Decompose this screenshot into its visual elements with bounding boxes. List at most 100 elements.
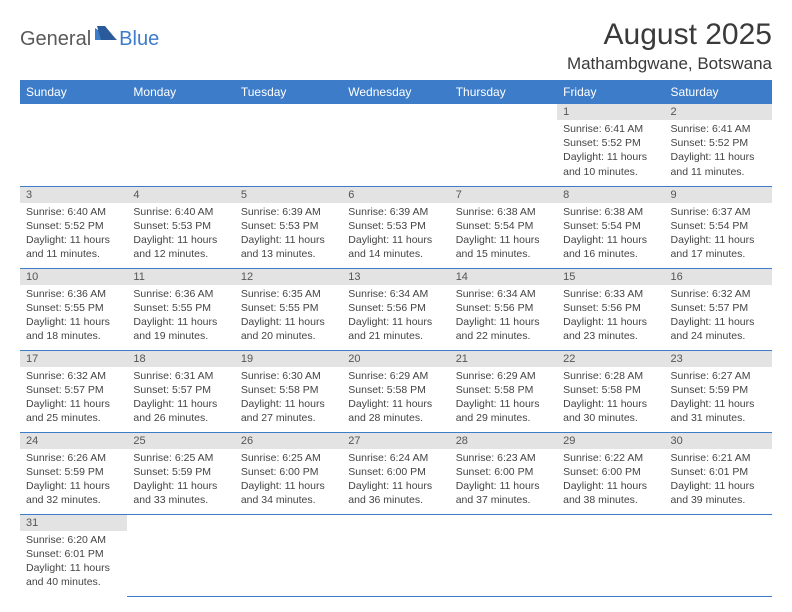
- sunrise-text: Sunrise: 6:27 AM: [671, 369, 766, 383]
- day-cell: [235, 514, 342, 596]
- sunset-text: Sunset: 6:01 PM: [26, 547, 121, 561]
- week-row: 10Sunrise: 6:36 AMSunset: 5:55 PMDayligh…: [20, 268, 772, 350]
- logo-text-blue: Blue: [119, 28, 159, 51]
- sunset-text: Sunset: 5:54 PM: [563, 219, 658, 233]
- day-number: 17: [20, 351, 127, 367]
- daylight-text: Daylight: 11 hours and 10 minutes.: [563, 150, 658, 178]
- day-details: Sunrise: 6:40 AMSunset: 5:53 PMDaylight:…: [127, 203, 234, 266]
- sunrise-text: Sunrise: 6:21 AM: [671, 451, 766, 465]
- daylight-text: Daylight: 11 hours and 37 minutes.: [456, 479, 551, 507]
- sunset-text: Sunset: 5:59 PM: [133, 465, 228, 479]
- day-number: 2: [665, 104, 772, 120]
- daylight-text: Daylight: 11 hours and 30 minutes.: [563, 397, 658, 425]
- sunrise-text: Sunrise: 6:22 AM: [563, 451, 658, 465]
- day-details: Sunrise: 6:32 AMSunset: 5:57 PMDaylight:…: [20, 367, 127, 430]
- daylight-text: Daylight: 11 hours and 29 minutes.: [456, 397, 551, 425]
- sunset-text: Sunset: 5:58 PM: [563, 383, 658, 397]
- sunset-text: Sunset: 6:00 PM: [348, 465, 443, 479]
- day-number: 7: [450, 187, 557, 203]
- daylight-text: Daylight: 11 hours and 38 minutes.: [563, 479, 658, 507]
- day-details: Sunrise: 6:39 AMSunset: 5:53 PMDaylight:…: [342, 203, 449, 266]
- sunrise-text: Sunrise: 6:30 AM: [241, 369, 336, 383]
- day-details: Sunrise: 6:34 AMSunset: 5:56 PMDaylight:…: [342, 285, 449, 348]
- day-details: Sunrise: 6:22 AMSunset: 6:00 PMDaylight:…: [557, 449, 664, 512]
- day-cell: [235, 104, 342, 186]
- sunset-text: Sunset: 5:59 PM: [26, 465, 121, 479]
- day-cell: 25Sunrise: 6:25 AMSunset: 5:59 PMDayligh…: [127, 432, 234, 514]
- day-cell: 28Sunrise: 6:23 AMSunset: 6:00 PMDayligh…: [450, 432, 557, 514]
- sunset-text: Sunset: 5:56 PM: [348, 301, 443, 315]
- sunrise-text: Sunrise: 6:25 AM: [133, 451, 228, 465]
- daylight-text: Daylight: 11 hours and 25 minutes.: [26, 397, 121, 425]
- sunrise-text: Sunrise: 6:34 AM: [348, 287, 443, 301]
- day-number: 28: [450, 433, 557, 449]
- day-cell: 21Sunrise: 6:29 AMSunset: 5:58 PMDayligh…: [450, 350, 557, 432]
- daylight-text: Daylight: 11 hours and 13 minutes.: [241, 233, 336, 261]
- day-number: 22: [557, 351, 664, 367]
- day-cell: 3Sunrise: 6:40 AMSunset: 5:52 PMDaylight…: [20, 186, 127, 268]
- day-details: Sunrise: 6:29 AMSunset: 5:58 PMDaylight:…: [342, 367, 449, 430]
- sunrise-text: Sunrise: 6:39 AM: [241, 205, 336, 219]
- sunset-text: Sunset: 5:52 PM: [671, 136, 766, 150]
- sunset-text: Sunset: 6:01 PM: [671, 465, 766, 479]
- sunset-text: Sunset: 5:52 PM: [26, 219, 121, 233]
- day-cell: 20Sunrise: 6:29 AMSunset: 5:58 PMDayligh…: [342, 350, 449, 432]
- day-details: Sunrise: 6:38 AMSunset: 5:54 PMDaylight:…: [557, 203, 664, 266]
- daylight-text: Daylight: 11 hours and 23 minutes.: [563, 315, 658, 343]
- week-row: 24Sunrise: 6:26 AMSunset: 5:59 PMDayligh…: [20, 432, 772, 514]
- day-cell: [20, 104, 127, 186]
- day-number: 16: [665, 269, 772, 285]
- sunrise-text: Sunrise: 6:38 AM: [456, 205, 551, 219]
- daylight-text: Daylight: 11 hours and 14 minutes.: [348, 233, 443, 261]
- daylight-text: Daylight: 11 hours and 11 minutes.: [671, 150, 766, 178]
- logo-text-general: General: [20, 28, 91, 51]
- sunset-text: Sunset: 5:58 PM: [348, 383, 443, 397]
- day-cell: 27Sunrise: 6:24 AMSunset: 6:00 PMDayligh…: [342, 432, 449, 514]
- day-details: Sunrise: 6:37 AMSunset: 5:54 PMDaylight:…: [665, 203, 772, 266]
- sunrise-text: Sunrise: 6:26 AM: [26, 451, 121, 465]
- sunrise-text: Sunrise: 6:39 AM: [348, 205, 443, 219]
- sunrise-text: Sunrise: 6:29 AM: [348, 369, 443, 383]
- sunrise-text: Sunrise: 6:23 AM: [456, 451, 551, 465]
- day-details: Sunrise: 6:32 AMSunset: 5:57 PMDaylight:…: [665, 285, 772, 348]
- day-cell: 5Sunrise: 6:39 AMSunset: 5:53 PMDaylight…: [235, 186, 342, 268]
- sunset-text: Sunset: 5:55 PM: [26, 301, 121, 315]
- sunset-text: Sunset: 5:52 PM: [563, 136, 658, 150]
- sunrise-text: Sunrise: 6:38 AM: [563, 205, 658, 219]
- sunrise-text: Sunrise: 6:34 AM: [456, 287, 551, 301]
- day-cell: 26Sunrise: 6:25 AMSunset: 6:00 PMDayligh…: [235, 432, 342, 514]
- daylight-text: Daylight: 11 hours and 39 minutes.: [671, 479, 766, 507]
- weekday-header: Thursday: [450, 80, 557, 104]
- sunset-text: Sunset: 5:57 PM: [133, 383, 228, 397]
- day-number: 3: [20, 187, 127, 203]
- daylight-text: Daylight: 11 hours and 18 minutes.: [26, 315, 121, 343]
- day-cell: 15Sunrise: 6:33 AMSunset: 5:56 PMDayligh…: [557, 268, 664, 350]
- sunrise-text: Sunrise: 6:25 AM: [241, 451, 336, 465]
- sunrise-text: Sunrise: 6:32 AM: [26, 369, 121, 383]
- daylight-text: Daylight: 11 hours and 28 minutes.: [348, 397, 443, 425]
- day-details: Sunrise: 6:29 AMSunset: 5:58 PMDaylight:…: [450, 367, 557, 430]
- daylight-text: Daylight: 11 hours and 20 minutes.: [241, 315, 336, 343]
- day-cell: [450, 104, 557, 186]
- sunrise-text: Sunrise: 6:33 AM: [563, 287, 658, 301]
- daylight-text: Daylight: 11 hours and 33 minutes.: [133, 479, 228, 507]
- sunrise-text: Sunrise: 6:36 AM: [133, 287, 228, 301]
- day-details: Sunrise: 6:27 AMSunset: 5:59 PMDaylight:…: [665, 367, 772, 430]
- day-number: 1: [557, 104, 664, 120]
- day-number: 13: [342, 269, 449, 285]
- day-cell: 6Sunrise: 6:39 AMSunset: 5:53 PMDaylight…: [342, 186, 449, 268]
- sunrise-text: Sunrise: 6:40 AM: [133, 205, 228, 219]
- sunrise-text: Sunrise: 6:40 AM: [26, 205, 121, 219]
- sunset-text: Sunset: 5:57 PM: [671, 301, 766, 315]
- day-number: 18: [127, 351, 234, 367]
- daylight-text: Daylight: 11 hours and 15 minutes.: [456, 233, 551, 261]
- daylight-text: Daylight: 11 hours and 16 minutes.: [563, 233, 658, 261]
- sunset-text: Sunset: 5:59 PM: [671, 383, 766, 397]
- day-cell: 22Sunrise: 6:28 AMSunset: 5:58 PMDayligh…: [557, 350, 664, 432]
- day-number: 23: [665, 351, 772, 367]
- day-details: Sunrise: 6:25 AMSunset: 6:00 PMDaylight:…: [235, 449, 342, 512]
- daylight-text: Daylight: 11 hours and 34 minutes.: [241, 479, 336, 507]
- day-cell: [665, 514, 772, 596]
- week-row: 3Sunrise: 6:40 AMSunset: 5:52 PMDaylight…: [20, 186, 772, 268]
- daylight-text: Daylight: 11 hours and 36 minutes.: [348, 479, 443, 507]
